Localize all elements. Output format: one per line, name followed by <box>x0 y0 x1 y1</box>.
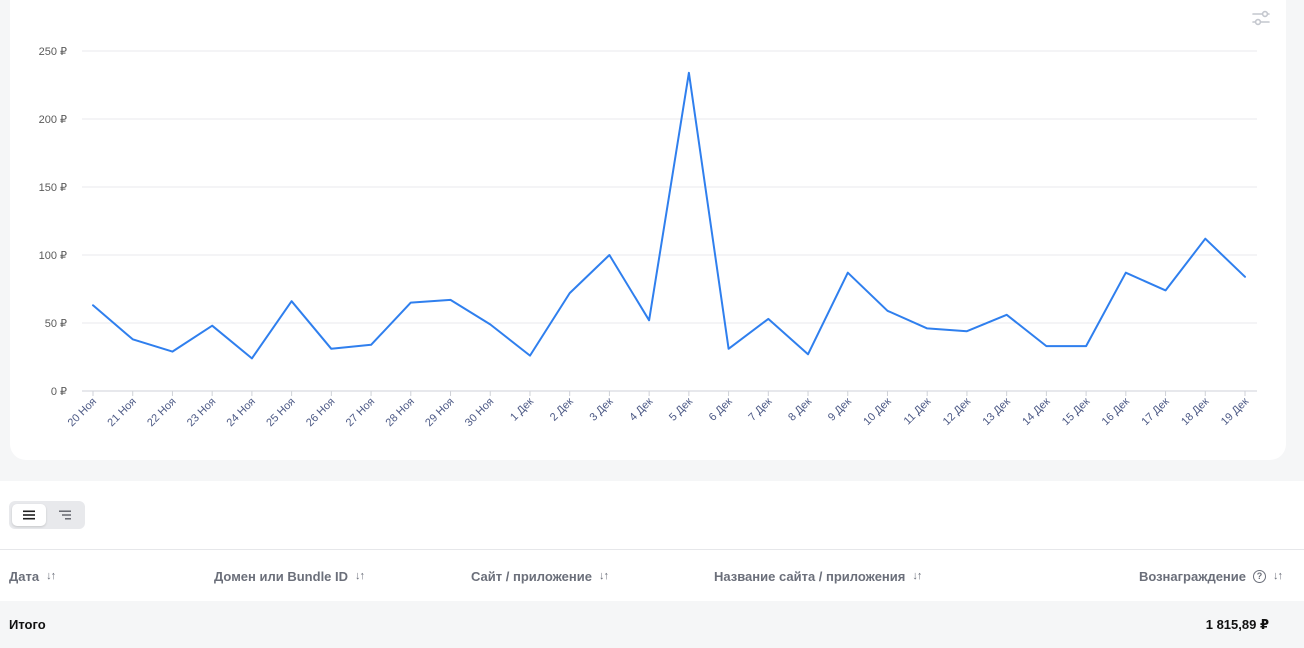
x-tick-label: 25 Ноя <box>264 396 297 429</box>
x-tick-label: 1 Дек <box>508 396 536 424</box>
x-tick-label: 3 Дек <box>588 396 616 424</box>
table-header: Дата ↓↑ Домен или Bundle ID ↓↑ Сайт / пр… <box>0 549 1304 602</box>
y-tick-label: 50 ₽ <box>45 318 67 330</box>
x-tick-label: 17 Дек <box>1139 396 1171 428</box>
column-site-label: Сайт / приложение <box>471 569 592 584</box>
x-tick-label: 15 Дек <box>1060 396 1092 428</box>
y-tick-label: 150 ₽ <box>39 182 67 194</box>
x-tick-label: 11 Дек <box>902 396 934 428</box>
x-tick-label: 9 Дек <box>826 396 854 424</box>
x-tick-label: 30 Ноя <box>463 396 496 429</box>
column-reward-label: Вознаграждение <box>1139 569 1246 584</box>
x-tick-label: 13 Дек <box>980 396 1012 428</box>
view-toggle <box>9 501 85 529</box>
list-view-button[interactable] <box>12 504 46 526</box>
y-tick-label: 100 ₽ <box>39 250 67 262</box>
x-tick-label: 26 Ноя <box>304 396 337 429</box>
total-label: Итого <box>9 601 46 641</box>
x-tick-label: 24 Ноя <box>225 396 258 429</box>
column-domain[interactable]: Домен или Bundle ID ↓↑ <box>214 550 364 602</box>
sort-icon[interactable]: ↓↑ <box>355 570 364 582</box>
x-tick-label: 21 Ноя <box>105 396 138 429</box>
sort-icon[interactable]: ↓↑ <box>599 570 608 582</box>
x-tick-label: 20 Ноя <box>66 396 99 429</box>
y-tick-label: 250 ₽ <box>39 46 67 58</box>
column-date[interactable]: Дата ↓↑ <box>9 550 55 602</box>
x-tick-label: 27 Ноя <box>344 396 377 429</box>
tree-list-icon <box>58 509 72 521</box>
y-tick-label: 200 ₽ <box>39 114 67 126</box>
total-row: Итого 1 815,89 ₽ <box>0 601 1304 641</box>
x-tick-label: 23 Ноя <box>185 396 218 429</box>
column-site-name[interactable]: Название сайта / приложения ↓↑ <box>714 550 921 602</box>
sort-icon[interactable]: ↓↑ <box>46 570 55 582</box>
x-tick-label: 4 Дек <box>627 396 655 424</box>
total-value: 1 815,89 ₽ <box>1206 601 1269 641</box>
column-domain-label: Домен или Bundle ID <box>214 569 348 584</box>
column-site[interactable]: Сайт / приложение ↓↑ <box>471 550 608 602</box>
x-tick-label: 2 Дек <box>548 396 576 424</box>
tree-view-button[interactable] <box>48 504 82 526</box>
column-date-label: Дата <box>9 569 39 584</box>
table-section: Дата ↓↑ Домен или Bundle ID ↓↑ Сайт / пр… <box>0 481 1304 641</box>
x-tick-label: 12 Дек <box>941 396 973 428</box>
sort-icon[interactable]: ↓↑ <box>1273 570 1282 582</box>
chart-grid <box>82 51 1257 391</box>
y-axis: 0 ₽ 50 ₽ 100 ₽ 150 ₽ 200 ₽ 250 ₽ <box>39 46 67 398</box>
x-tick-label: 7 Дек <box>746 396 774 424</box>
x-tick-label: 8 Дек <box>786 396 814 424</box>
x-tick-label: 29 Ноя <box>423 396 456 429</box>
help-icon[interactable]: ? <box>1253 570 1266 583</box>
x-tick-label: 22 Ноя <box>145 396 178 429</box>
x-tick-label: 18 Дек <box>1179 396 1211 428</box>
series-layer <box>93 73 1245 359</box>
column-site-name-label: Название сайта / приложения <box>714 569 905 584</box>
x-tick-label: 6 Дек <box>707 396 735 424</box>
x-tick-label: 16 Дек <box>1100 396 1132 428</box>
list-icon <box>22 509 36 521</box>
x-tick-label: 5 Дек <box>667 396 695 424</box>
series-line <box>93 73 1245 359</box>
x-tick-label: 19 Дек <box>1219 396 1251 428</box>
sort-icon[interactable]: ↓↑ <box>912 570 921 582</box>
y-tick-label: 0 ₽ <box>51 386 67 398</box>
column-reward[interactable]: Вознаграждение ? ↓↑ <box>1139 550 1282 602</box>
x-tick-label: 14 Дек <box>1020 396 1052 428</box>
x-tick-label: 10 Дек <box>861 396 893 428</box>
x-tick-label: 28 Ноя <box>383 396 416 429</box>
